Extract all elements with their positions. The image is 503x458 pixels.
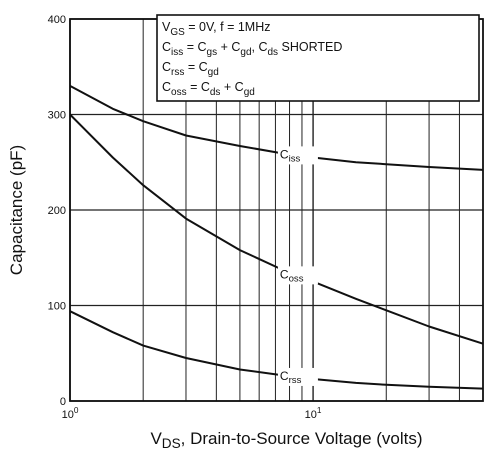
- x-axis-title: VDS, Drain-to-Source Voltage (volts): [150, 429, 422, 451]
- series-line-coss: [69, 113, 484, 345]
- y-tick-label: 200: [48, 205, 66, 217]
- x-tick-label: 101: [305, 406, 322, 421]
- curve-label-bg: [277, 266, 318, 285]
- plot-curves: [69, 85, 484, 390]
- y-tick-label: 100: [48, 301, 66, 313]
- y-tick-label: 400: [48, 14, 66, 26]
- x-tick-label: 100: [62, 406, 79, 421]
- y-tick-label: 300: [48, 110, 66, 122]
- legend-line: Ciss = Cgs + Cgd, Cds SHORTED: [162, 40, 342, 58]
- legend-line: VGS = 0V, f = 1MHz: [162, 20, 271, 38]
- y-axis-title: Capacitance (pF): [7, 145, 26, 275]
- legend-line: Coss = Cds + Cgd: [162, 80, 255, 98]
- y-tick-label: 0: [60, 396, 66, 408]
- legend-box: VGS = 0V, f = 1MHz Ciss = Cgs + Cgd, Cds …: [156, 14, 480, 102]
- curve-label-crss: Crss: [280, 369, 302, 386]
- curve-label-bg: [277, 146, 318, 165]
- curve-label-ciss: Ciss: [280, 147, 301, 164]
- legend-line: Crss = Cgd: [162, 60, 219, 78]
- legend-frame: [156, 14, 480, 102]
- curve-label-coss: Coss: [280, 267, 304, 284]
- curve-label-bg: [277, 367, 318, 386]
